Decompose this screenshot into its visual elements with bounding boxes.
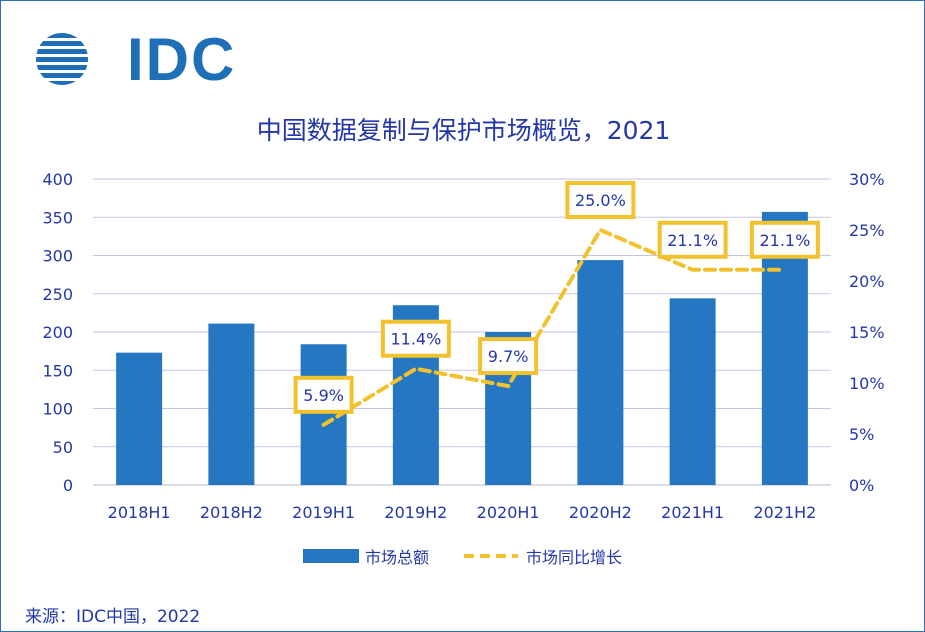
x-axis-tick-label: 2019H2	[384, 503, 447, 522]
left-axis-tick-label: 300	[42, 247, 73, 266]
legend-bar-swatch	[303, 549, 359, 563]
bar	[208, 323, 255, 485]
x-axis-tick-label: 2019H1	[292, 503, 355, 522]
x-axis-tick-label: 2020H2	[569, 503, 632, 522]
data-label: 5.9%	[303, 386, 344, 405]
right-axis-tick-label: 0%	[849, 476, 874, 495]
left-axis-tick-label: 50	[53, 438, 73, 457]
right-axis-tick-label: 20%	[849, 272, 885, 291]
x-axis-tick-label: 2020H1	[477, 503, 540, 522]
data-label-box	[657, 220, 728, 259]
data-label: 9.7%	[488, 347, 529, 366]
legend-label-line: 市场同比增长	[526, 548, 622, 567]
data-label-box	[380, 319, 451, 358]
right-axis-tick-label: 5%	[849, 425, 874, 444]
data-label-box	[565, 181, 636, 219]
source-note: 来源：IDC中国，2022	[25, 607, 201, 627]
left-axis-tick-label: 400	[42, 170, 73, 189]
growth-line	[321, 227, 787, 427]
combo-chart: 0 50 100 150 200 250 300 350 400 0% 5% 10% 15% 20% 25%…	[42, 170, 885, 567]
data-label-box	[293, 375, 354, 414]
bar	[577, 260, 624, 485]
x-axis-tick-label: 2018H1	[108, 503, 171, 522]
left-axis-tick-label: 100	[42, 400, 73, 419]
x-axis-tick-label: 2021H2	[753, 503, 816, 522]
left-axis-tick-label: 250	[42, 285, 73, 304]
left-axis-tick-label: 0	[63, 476, 73, 495]
data-label: 21.1%	[667, 231, 718, 250]
left-axis-tick-label: 350	[42, 208, 73, 227]
idc-logo: IDC	[33, 26, 234, 93]
data-label-box	[749, 220, 820, 259]
globe-icon	[36, 33, 88, 85]
x-axis-tick-label: 2018H2	[200, 503, 263, 522]
right-axis-tick-label: 25%	[849, 221, 885, 240]
data-label: 21.1%	[759, 231, 810, 250]
bar	[669, 298, 716, 485]
right-axis-tick-label: 10%	[849, 374, 885, 393]
data-label: 11.4%	[390, 330, 441, 349]
right-axis-tick-label: 15%	[849, 323, 885, 342]
left-axis-tick-label: 150	[42, 361, 73, 380]
data-label-box	[478, 337, 539, 376]
data-label: 25.0%	[575, 191, 626, 210]
chart-title: 中国数据复制与保护市场概览，2021	[256, 116, 671, 145]
left-axis-tick-label: 200	[42, 323, 73, 342]
bar	[116, 352, 163, 485]
x-axis-tick-label: 2021H1	[661, 503, 724, 522]
right-axis-tick-label: 30%	[849, 170, 885, 189]
logo-wordmark: IDC	[127, 26, 237, 93]
legend-label-bars: 市场总额	[365, 548, 429, 567]
